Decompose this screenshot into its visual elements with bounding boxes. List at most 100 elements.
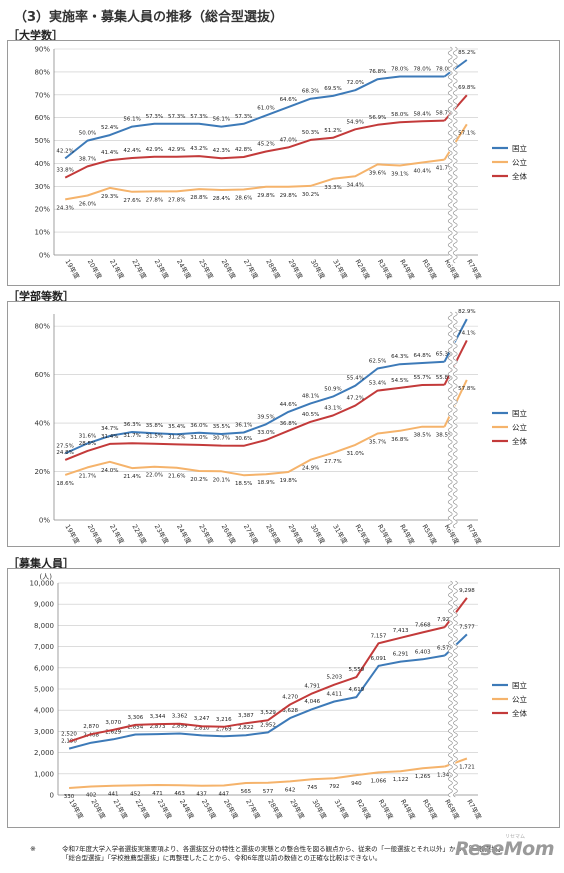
data-label-public: 57.8% [458, 386, 475, 392]
data-label-national: 4,411 [326, 691, 342, 697]
data-label-national: 2,769 [216, 726, 232, 732]
y-tick-label: 60% [34, 114, 50, 122]
section-label-universities: ［大学数］ [8, 29, 63, 42]
data-label-national: 78.0% [413, 66, 430, 72]
data-label-all: 7,157 [371, 633, 387, 639]
data-label-national: 85.2% [458, 50, 475, 56]
data-label-all: 50.3% [302, 130, 319, 136]
data-label-national: 57.3% [190, 114, 207, 120]
data-label-all: 43.2% [190, 146, 207, 152]
data-label-national: 62.5% [369, 359, 386, 365]
y-tick-label: 70% [34, 91, 50, 99]
data-label-all: 69.8% [458, 85, 475, 91]
x-tick-label: 27年度 [242, 523, 261, 546]
data-label-public: 29.3% [101, 194, 118, 200]
data-label-national: 78.0% [391, 66, 408, 72]
data-label-all: 38.7% [79, 156, 96, 162]
x-tick-label: 28年度 [266, 798, 285, 821]
data-label-public: 1,342 [437, 773, 453, 779]
data-label-all: 58.0% [391, 112, 408, 118]
data-label-public: 642 [285, 787, 296, 793]
data-label-all: 55.8% [436, 375, 453, 381]
y-tick-label: 6,000 [34, 664, 54, 672]
x-tick-label: R2年度 [354, 258, 373, 282]
data-label-all: 4,791 [304, 683, 320, 689]
section-label-enrollment: ［募集人員］ [8, 557, 74, 570]
data-label-public: 452 [130, 791, 141, 797]
y-unit-label: (人) [40, 573, 53, 581]
data-label-all: 42.3% [213, 148, 230, 154]
data-label-national: 35.4% [168, 424, 185, 430]
data-label-public: 29.8% [280, 193, 297, 199]
y-tick-label: 90% [34, 46, 50, 54]
data-label-public: 28.4% [213, 196, 230, 202]
x-tick-label: 20年度 [86, 523, 105, 546]
data-label-all: 41.4% [101, 150, 118, 156]
data-label-national: 64.8% [413, 353, 430, 359]
data-label-all: 2,870 [83, 724, 99, 730]
data-label-national: 57.3% [168, 114, 185, 120]
data-label-national: 31.6% [79, 433, 96, 439]
x-tick-label: 31年度 [331, 523, 350, 546]
data-label-all: 47.2% [347, 396, 364, 402]
data-label-national: 6,291 [393, 652, 409, 658]
data-label-national: 4,046 [304, 699, 320, 705]
data-label-all: 31.4% [101, 434, 118, 440]
data-label-all: 58.4% [413, 111, 430, 117]
data-label-public: 27.8% [146, 197, 163, 203]
data-label-all: 3,362 [172, 714, 188, 720]
axis-break-band [448, 578, 458, 800]
footnote: 令和7年度大学入学者選抜実施要項より、各選抜区分の特性と選抜の実態との整合性を図… [62, 845, 501, 862]
x-tick-label: 19年度 [67, 798, 86, 821]
data-label-all: 24.8% [56, 450, 73, 456]
y-tick-label: 0% [39, 517, 50, 525]
data-label-all: 2,520 [61, 732, 77, 738]
x-tick-label: 19年度 [63, 258, 82, 281]
data-label-national: 2,629 [105, 729, 121, 735]
data-label-public: 441 [108, 792, 119, 798]
data-label-public: 41.7% [436, 166, 453, 172]
section-label-faculties: ［学部等数］ [8, 290, 74, 303]
data-label-national: 4,619 [349, 687, 365, 693]
series-line-public-r7 [443, 123, 468, 161]
chart-universities-svg: 0% 10% 20% 30% 40% 50% 60% 70% 80% 90% 19年度 20年度 21年… [34, 44, 527, 282]
data-label-all: 36.8% [280, 421, 297, 427]
data-label-all: 56.9% [369, 115, 386, 121]
x-tick-label: R5年度 [421, 798, 440, 822]
data-label-public: 940 [351, 781, 362, 787]
data-label-national: 2,854 [127, 724, 143, 730]
data-label-all: 42.9% [168, 147, 185, 153]
data-label-national: 50.9% [324, 387, 341, 393]
data-label-national: 2,822 [238, 725, 254, 731]
x-tick-label: 28年度 [264, 258, 283, 281]
x-tick-label: R4年度 [398, 258, 417, 282]
data-label-public: 21.6% [168, 474, 185, 480]
series-line-public [69, 765, 445, 789]
footnote-mark: ※ [30, 845, 36, 853]
chart-universities: 0% 10% 20% 30% 40% 50% 60% 70% 80% 90% 19年度 20年度 21年… [7, 40, 560, 286]
y-tick-label: 80% [34, 323, 50, 331]
data-label-public: 57.1% [458, 130, 475, 136]
chart-enrollment-svg: 0 1,000 2,000 3,000 4,000 5,000 6,000 7,000 8,00… [30, 573, 528, 822]
x-tick-label: 20年度 [89, 798, 108, 821]
data-label-national: 2,952 [260, 722, 276, 728]
data-label-national: 68.3% [302, 89, 319, 95]
data-label-public: 36.8% [391, 437, 408, 443]
data-label-national: 56.1% [213, 117, 230, 123]
x-tick-label: 26年度 [220, 258, 239, 281]
data-label-public: 18.6% [56, 481, 73, 487]
x-tick-label: 22年度 [130, 258, 149, 281]
x-tick-label: 31年度 [333, 798, 352, 821]
data-label-all: 9,298 [459, 588, 475, 594]
data-label-public: 21.7% [79, 473, 96, 479]
y-tick-label: 30% [34, 183, 50, 191]
data-label-all: 42.9% [146, 147, 163, 153]
data-label-public: 28.6% [235, 196, 252, 202]
data-label-national: 35.8% [146, 423, 163, 429]
y-tick-label: 80% [34, 68, 50, 76]
data-label-public: 1,721 [459, 765, 475, 771]
y-tick-label: 3,000 [34, 728, 54, 736]
series-line-national [64, 360, 445, 455]
data-label-national: 76.8% [369, 69, 386, 75]
x-tick-label: 27年度 [244, 798, 263, 821]
